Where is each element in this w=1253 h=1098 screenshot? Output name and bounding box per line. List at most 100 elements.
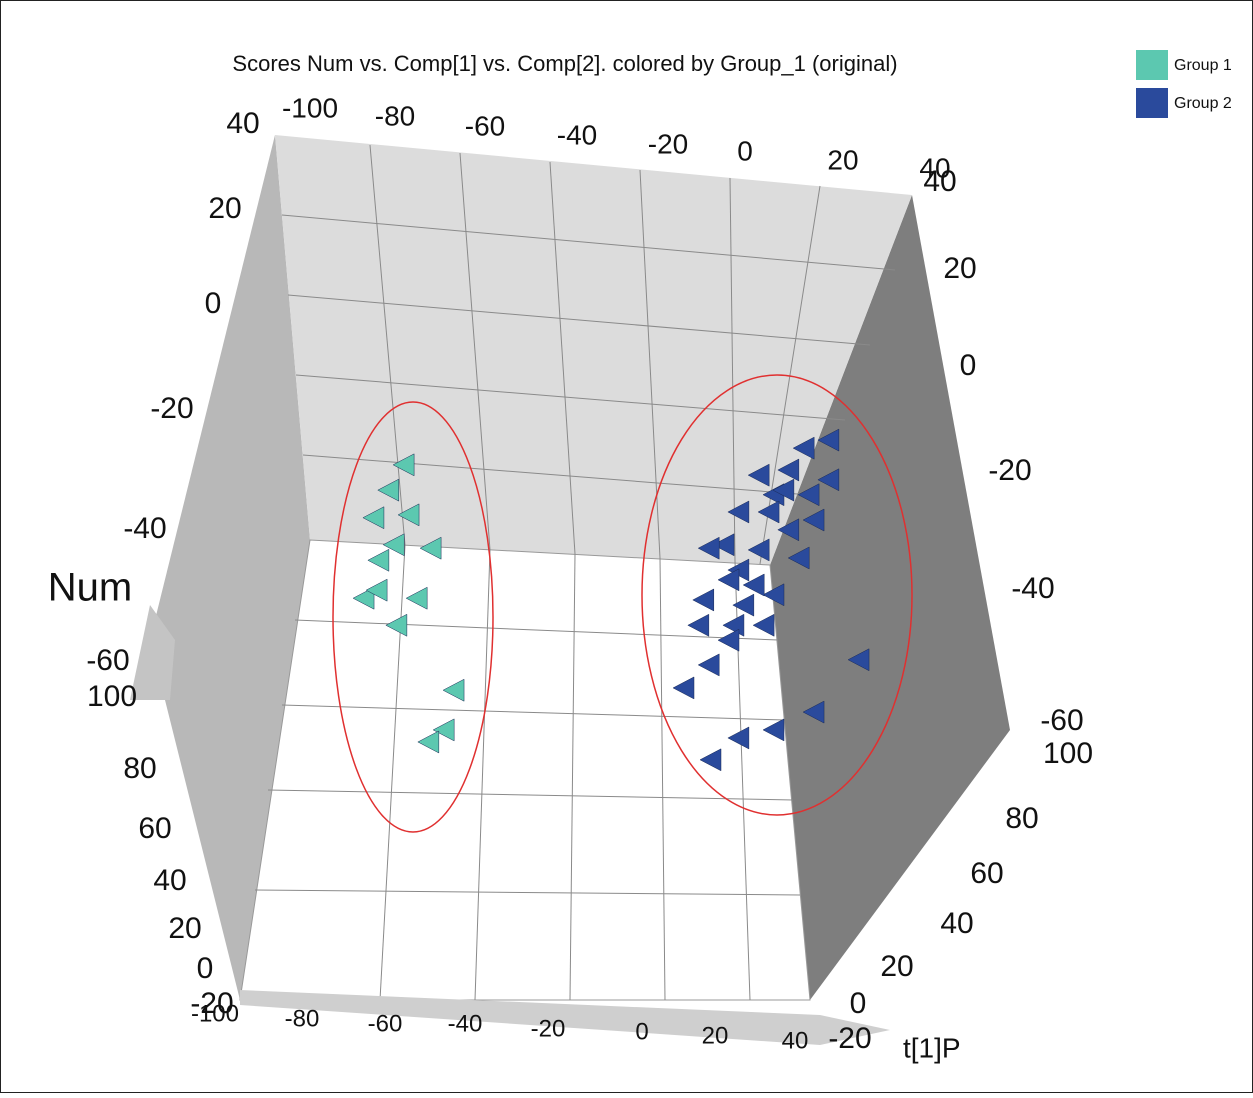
data-point xyxy=(385,613,408,637)
confidence-ellipse xyxy=(641,374,913,816)
chart-title: Scores Num vs. Comp[1] vs. Comp[2]. colo… xyxy=(232,51,897,76)
tick-label: 100 xyxy=(1043,737,1093,770)
wall-grid xyxy=(254,144,896,1001)
data-point xyxy=(687,613,710,637)
data-point xyxy=(747,463,770,487)
tick-label: -100 xyxy=(282,92,338,123)
tick-label: 20 xyxy=(168,912,201,945)
data-point xyxy=(762,718,785,742)
tick-label: -60 xyxy=(86,644,129,677)
tick-label: 0 xyxy=(635,1018,648,1045)
tick-label: -20 xyxy=(648,128,688,159)
data-point xyxy=(817,428,840,452)
tick-label: 0 xyxy=(205,287,222,320)
tick-label: -40 xyxy=(1011,572,1054,605)
data-point xyxy=(432,718,455,742)
data-point xyxy=(777,518,800,542)
tick-label: -20 xyxy=(988,454,1031,487)
tick-label: -40 xyxy=(123,512,166,545)
tick-label: -20 xyxy=(531,1015,566,1042)
tick-label: 80 xyxy=(1005,802,1038,835)
tick-label: 20 xyxy=(943,252,976,285)
tick-label: -20 xyxy=(828,1022,871,1055)
tick-label: -80 xyxy=(375,100,415,131)
tick-label: -20 xyxy=(190,987,233,1020)
tick-label: -60 xyxy=(368,1010,403,1037)
tick-label: 0 xyxy=(850,987,867,1020)
back-wall xyxy=(275,135,912,565)
tick-label: 100 xyxy=(87,680,137,713)
data-point xyxy=(727,726,750,750)
tick-label: 20 xyxy=(208,192,241,225)
tick-label: 80 xyxy=(123,752,156,785)
data-point xyxy=(392,453,415,477)
data-point xyxy=(717,628,740,652)
tick-label: -20 xyxy=(150,392,193,425)
x-axis-arrow xyxy=(240,990,890,1045)
data-point xyxy=(697,653,720,677)
data-point xyxy=(397,503,420,527)
data-point xyxy=(847,648,870,672)
tick-label: 60 xyxy=(138,812,171,845)
data-point xyxy=(792,436,815,460)
data-point xyxy=(362,506,385,530)
tick-label: 40 xyxy=(940,907,973,940)
tick-label: -80 xyxy=(285,1005,320,1032)
tick-label: 0 xyxy=(737,135,753,166)
tick-label: 0 xyxy=(197,952,214,985)
data-point xyxy=(732,593,755,617)
tick-label: 40 xyxy=(226,107,259,140)
x-axis-label: t[1]P xyxy=(903,1032,961,1063)
data-point xyxy=(699,748,722,772)
data-point xyxy=(712,533,735,557)
data-point xyxy=(802,700,825,724)
data-point xyxy=(367,548,390,572)
data-point xyxy=(697,536,720,560)
tick-label: 60 xyxy=(970,857,1003,890)
data-point xyxy=(442,678,465,702)
data-point xyxy=(382,533,405,557)
tick-label: 40 xyxy=(153,864,186,897)
data-point xyxy=(762,583,785,607)
tick-label: 40 xyxy=(782,1027,809,1054)
data-point xyxy=(377,478,400,502)
tick-label: 20 xyxy=(827,144,858,175)
data-point xyxy=(417,730,440,754)
data-point xyxy=(747,538,770,562)
data-point xyxy=(717,568,740,592)
tick-label: -60 xyxy=(465,110,505,141)
tick-label: 20 xyxy=(880,950,913,983)
tick-label: -40 xyxy=(448,1010,483,1037)
data-point xyxy=(727,500,750,524)
tick-label: 40 xyxy=(923,165,956,198)
tick-label: 40 xyxy=(919,152,950,183)
floor xyxy=(239,539,811,1001)
data-point xyxy=(742,573,765,597)
legend-swatch xyxy=(1136,88,1168,118)
data-point xyxy=(419,536,442,560)
z-axis-label: Num xyxy=(48,566,132,610)
left-wall xyxy=(150,135,310,1000)
data-point xyxy=(352,586,375,610)
data-point xyxy=(405,586,428,610)
tick-label: -40 xyxy=(557,119,597,150)
confidence-ellipse xyxy=(332,401,494,833)
data-point xyxy=(752,613,775,637)
data-point xyxy=(802,508,825,532)
tick-label: -60 xyxy=(1040,704,1083,737)
data-point xyxy=(787,546,810,570)
tick-label: -100 xyxy=(191,1000,239,1027)
data-point xyxy=(365,578,388,602)
data-point xyxy=(817,468,840,492)
data-point xyxy=(757,500,780,524)
tick-label: 0 xyxy=(960,349,977,382)
legend-swatch xyxy=(1136,50,1168,80)
legend-label: Group 2 xyxy=(1174,95,1232,112)
z-axis-arrow xyxy=(130,605,175,700)
data-point xyxy=(772,478,795,502)
data-point xyxy=(777,458,800,482)
legend-label: Group 1 xyxy=(1174,57,1232,74)
data-point xyxy=(672,676,695,700)
tick-label: 20 xyxy=(702,1022,729,1049)
right-wall xyxy=(770,195,1010,1000)
